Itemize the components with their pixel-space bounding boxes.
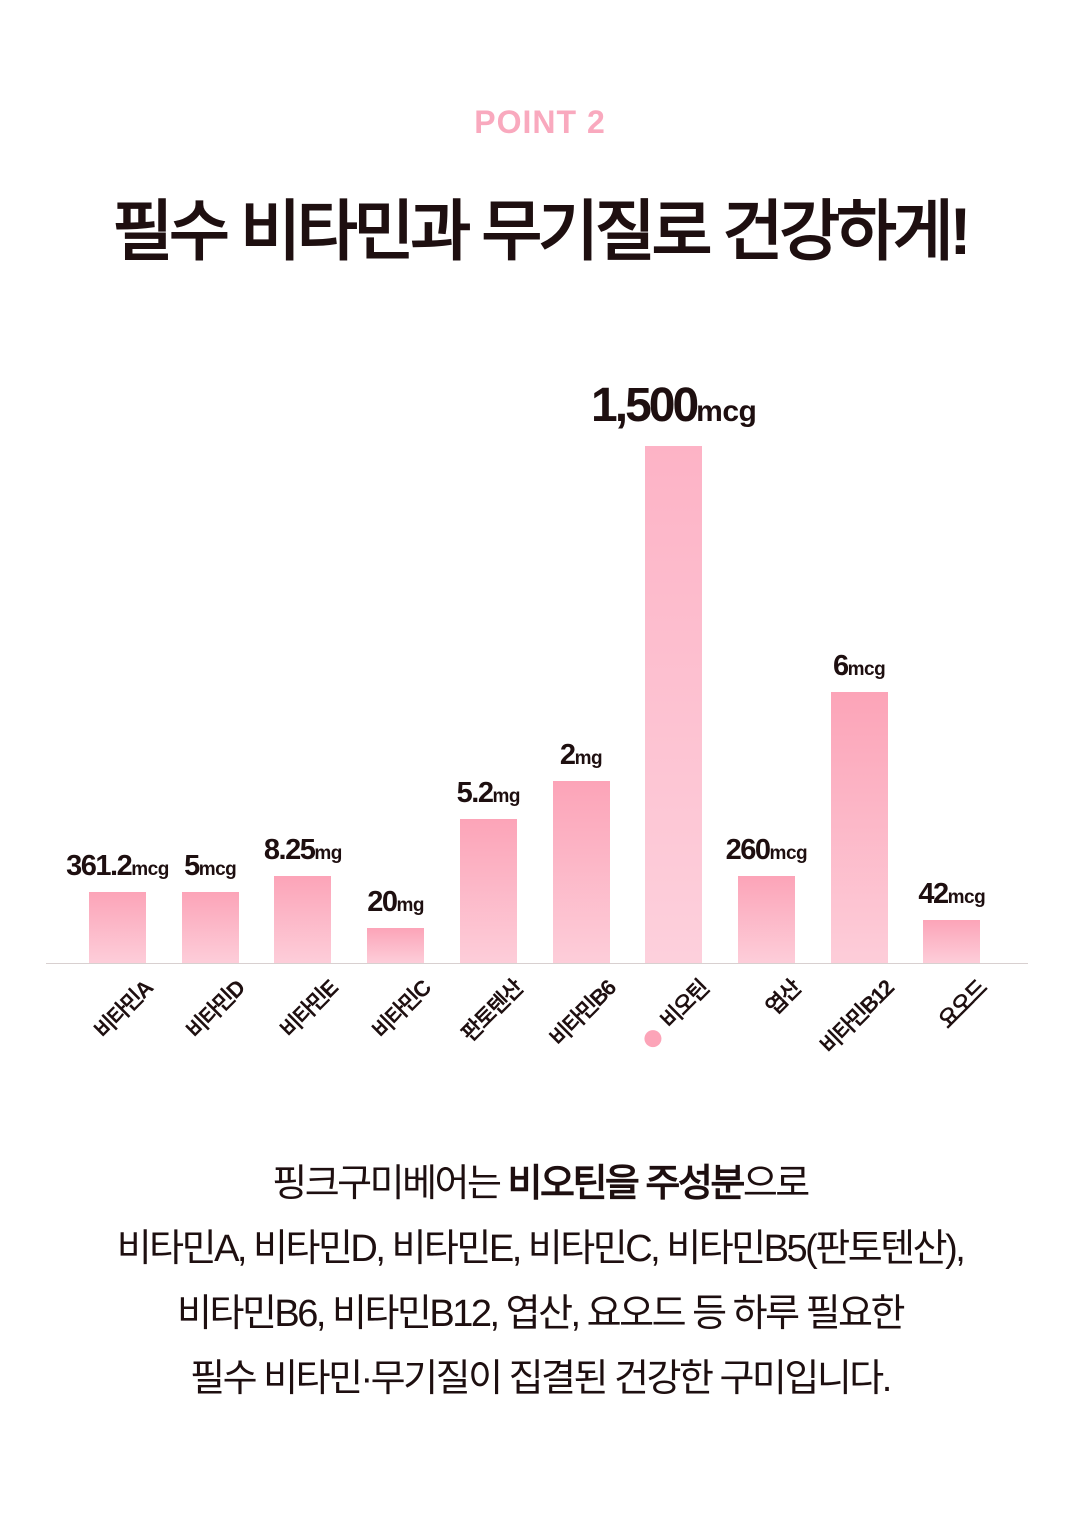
data-label-unit: mcg bbox=[769, 843, 808, 865]
data-label-unit: mg bbox=[492, 785, 520, 807]
data-label: 5.2mg bbox=[456, 776, 521, 810]
bar-6 bbox=[645, 446, 703, 963]
x-tick-text: 판토텐산 bbox=[456, 975, 528, 1047]
data-label-unit: mcg bbox=[947, 887, 986, 909]
data-label-value: 2 bbox=[559, 739, 576, 772]
description-line-2: 비타민A, 비타민D, 비타민E, 비타민C, 비타민B5(판토텐산), bbox=[116, 1228, 966, 1270]
data-label-unit: mcg bbox=[198, 859, 237, 881]
x-tick-text: 비타민B6 bbox=[545, 975, 621, 1051]
x-tick-label: 엽산 bbox=[758, 972, 807, 1021]
bar-2 bbox=[274, 876, 332, 963]
x-tick-text: 비타민C bbox=[367, 975, 435, 1044]
x-tick-text: 엽산 bbox=[761, 975, 806, 1020]
x-tick-text: 비타민A bbox=[89, 975, 157, 1044]
description-emphasis: 비오틴을 주성분 bbox=[507, 1163, 746, 1205]
x-tick-label: 판토텐산 bbox=[453, 972, 529, 1048]
x-tick-text: 비타민D bbox=[181, 975, 250, 1044]
data-label: 2mg bbox=[559, 739, 603, 772]
point-eyebrow: POINT 2 bbox=[474, 104, 606, 140]
x-tick-label: 비타민E bbox=[272, 972, 344, 1044]
description-line-4: 필수 비타민·무기질이 집결된 건강한 구미입니다. bbox=[190, 1358, 892, 1400]
bar-7 bbox=[737, 876, 795, 963]
nutrient-bar-chart: 361.2mcg 비타민A 5mcg 비타민D 8.25mg 비타민E 20mg 비타민C 5.… bbox=[46, 378, 1028, 1060]
x-axis-line bbox=[46, 963, 1028, 964]
data-label-value: 1,500 bbox=[591, 379, 699, 432]
data-label: 1,500mcg bbox=[591, 378, 757, 433]
description-text: 핑크구미베어는 bbox=[272, 1163, 508, 1205]
page-title: 필수 비타민과 무기질로 건강하게! bbox=[112, 194, 971, 268]
bar-5 bbox=[552, 781, 610, 963]
data-label: 42mcg bbox=[918, 878, 985, 911]
data-label-unit: mcg bbox=[847, 659, 886, 681]
data-label: 361.2mcg bbox=[66, 850, 169, 883]
data-label-value: 260 bbox=[725, 834, 771, 867]
data-label-value: 42 bbox=[918, 878, 949, 911]
x-tick-text: 요오드 bbox=[933, 975, 992, 1033]
bar-0 bbox=[89, 892, 146, 963]
x-tick-label: 비타민B6 bbox=[541, 972, 621, 1052]
bar-1 bbox=[181, 892, 239, 963]
data-label-value: 20 bbox=[367, 885, 398, 918]
x-tick-label: 비타민D bbox=[178, 972, 251, 1045]
x-tick-label: 비타민C bbox=[364, 972, 437, 1045]
data-label: 5mcg bbox=[184, 850, 237, 883]
x-tick-label: 요오드 bbox=[930, 972, 992, 1034]
data-label: 6mcg bbox=[832, 650, 886, 683]
x-tick-text: 비오틴 bbox=[655, 975, 713, 1033]
highlight-dot-icon bbox=[640, 1026, 665, 1051]
x-tick-text: 비타민E bbox=[275, 975, 343, 1043]
data-label-unit: mg bbox=[574, 748, 603, 770]
data-label-value: 6 bbox=[832, 650, 849, 683]
description-text: 으로 bbox=[742, 1163, 810, 1205]
bar-3 bbox=[367, 927, 425, 963]
description-line-3: 비타민B6, 비타민B12, 엽산, 요오드 등 하루 필요한 bbox=[177, 1293, 905, 1335]
bar-8 bbox=[830, 692, 888, 963]
data-label: 260mcg bbox=[725, 834, 808, 867]
x-tick-label: 비타민B12 bbox=[812, 972, 900, 1060]
data-label-unit: mcg bbox=[131, 859, 169, 881]
bar-9 bbox=[923, 920, 981, 963]
data-label-unit: mg bbox=[314, 843, 342, 865]
data-label-unit: mcg bbox=[696, 395, 757, 428]
x-tick-label: 비오틴 bbox=[633, 972, 714, 1053]
description-line-1: 핑크구미베어는 비오틴을 주성분으로 bbox=[0, 1152, 1080, 1217]
data-label-value: 5 bbox=[184, 850, 200, 883]
data-label-value: 5.2 bbox=[456, 776, 494, 809]
bar-4 bbox=[459, 818, 517, 963]
data-label-unit: mg bbox=[396, 894, 424, 916]
description: 핑크구미베어는 비오틴을 주성분으로 비타민A, 비타민D, 비타민E, 비타민… bbox=[0, 1152, 1080, 1412]
data-label-value: 361.2 bbox=[66, 850, 133, 883]
data-label: 8.25mg bbox=[264, 834, 342, 867]
x-tick-label: 비타민A bbox=[86, 972, 159, 1045]
data-label: 20mg bbox=[367, 886, 424, 919]
data-label-value: 8.25 bbox=[263, 834, 316, 867]
x-tick-text: 비타민B12 bbox=[815, 975, 899, 1059]
